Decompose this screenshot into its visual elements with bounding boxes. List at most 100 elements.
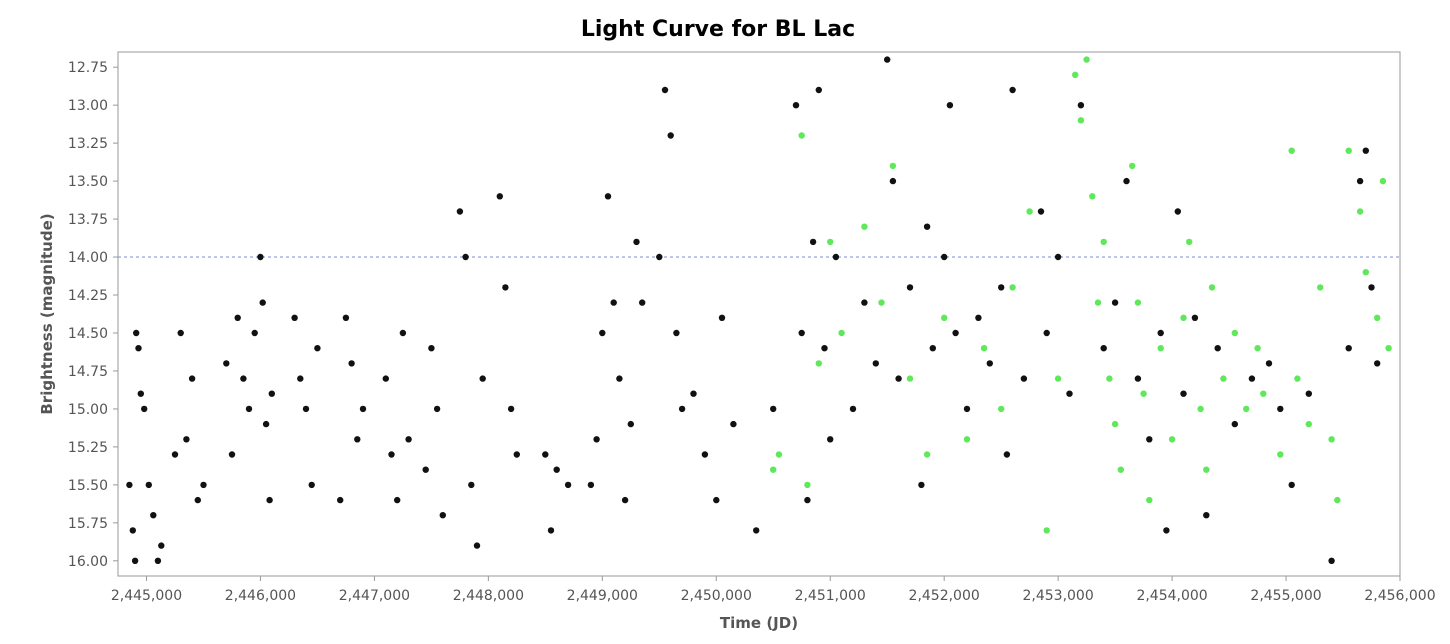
- data-point: [656, 253, 663, 261]
- x-axis-title: Time (JD): [720, 614, 798, 632]
- data-point: [1356, 177, 1364, 185]
- x-tick-label: 2,446,000: [225, 588, 296, 604]
- y-tick-label: 14.50: [68, 326, 108, 342]
- data-point: [1328, 557, 1335, 564]
- x-tick-label: 2,447,000: [339, 588, 410, 604]
- data-point: [1089, 193, 1096, 200]
- data-point: [200, 481, 207, 489]
- data-point: [1277, 451, 1284, 458]
- data-point: [861, 223, 868, 230]
- data-point: [479, 375, 486, 382]
- data-point: [1054, 253, 1062, 261]
- data-point: [266, 496, 273, 504]
- data-point: [1111, 299, 1119, 306]
- data-point: [496, 193, 503, 200]
- data-point: [513, 451, 520, 458]
- data-point: [639, 299, 646, 306]
- data-point: [405, 436, 412, 443]
- data-point: [1066, 390, 1073, 397]
- data-point: [1374, 314, 1381, 321]
- plot-area: [117, 51, 1401, 577]
- data-point: [1146, 436, 1153, 443]
- data-point: [1214, 345, 1221, 352]
- data-point: [827, 238, 834, 246]
- data-point: [1305, 420, 1313, 428]
- data-point: [462, 253, 469, 261]
- data-point: [1294, 375, 1301, 382]
- data-point: [257, 253, 264, 261]
- data-point: [223, 360, 230, 367]
- data-point: [428, 345, 435, 352]
- data-point: [963, 405, 971, 413]
- x-tick-label: 2,449,000: [567, 588, 638, 604]
- data-point: [259, 299, 266, 306]
- data-point: [798, 132, 805, 139]
- data-point: [593, 436, 600, 443]
- data-point: [394, 496, 401, 504]
- data-point: [1345, 345, 1352, 352]
- data-point: [245, 405, 253, 413]
- data-point: [832, 253, 840, 261]
- data-point: [775, 451, 783, 458]
- data-point: [348, 360, 355, 367]
- data-point: [456, 208, 464, 215]
- data-point: [1043, 527, 1050, 534]
- data-point: [1026, 208, 1033, 215]
- data-point: [433, 405, 441, 413]
- data-point: [792, 102, 800, 109]
- data-point: [1208, 284, 1216, 291]
- data-point: [1163, 527, 1170, 534]
- data-point: [1379, 177, 1387, 185]
- data-point: [980, 345, 988, 352]
- data-point: [963, 436, 971, 443]
- chart-title: Light Curve for BL Lac: [581, 17, 855, 42]
- y-tick-label: 14.75: [68, 364, 108, 380]
- x-tick-label: 2,456,000: [1364, 588, 1435, 604]
- data-point: [1345, 147, 1352, 154]
- data-point: [661, 86, 669, 94]
- data-point: [1288, 147, 1295, 154]
- data-point: [564, 481, 572, 489]
- x-tick-label: 2,451,000: [795, 588, 866, 604]
- data-point: [141, 405, 148, 413]
- data-point: [262, 420, 270, 428]
- data-point: [827, 436, 834, 443]
- data-point: [507, 405, 515, 413]
- data-point: [1111, 420, 1119, 428]
- y-tick-label: 15.00: [68, 402, 108, 418]
- data-point: [129, 527, 136, 534]
- data-point: [337, 496, 344, 504]
- data-point: [1374, 360, 1381, 367]
- data-point: [667, 132, 674, 139]
- data-point: [388, 451, 395, 458]
- x-tick-label: 2,448,000: [453, 588, 524, 604]
- data-point: [1305, 390, 1313, 397]
- data-point: [923, 451, 931, 458]
- data-point: [633, 238, 640, 246]
- y-tick-label: 15.50: [68, 478, 108, 494]
- data-point: [861, 299, 868, 306]
- data-point: [701, 451, 709, 458]
- data-point: [1123, 177, 1130, 185]
- data-point: [1037, 208, 1045, 215]
- data-point: [998, 405, 1005, 413]
- data-point: [1117, 466, 1125, 473]
- data-point: [941, 253, 948, 261]
- data-point: [1009, 86, 1016, 94]
- y-tick-label: 13.00: [68, 98, 108, 114]
- data-point: [872, 360, 879, 367]
- data-point: [1334, 496, 1341, 504]
- data-point: [1356, 208, 1364, 215]
- data-point: [1317, 284, 1324, 291]
- data-point: [804, 481, 811, 489]
- y-tick-label: 14.25: [68, 288, 108, 304]
- data-point: [1328, 436, 1335, 443]
- data-point: [1168, 436, 1176, 443]
- data-point: [1077, 117, 1085, 124]
- data-point: [1009, 284, 1016, 291]
- data-point: [171, 451, 179, 458]
- data-point: [542, 451, 549, 458]
- data-point: [1146, 496, 1153, 504]
- data-point: [690, 390, 697, 397]
